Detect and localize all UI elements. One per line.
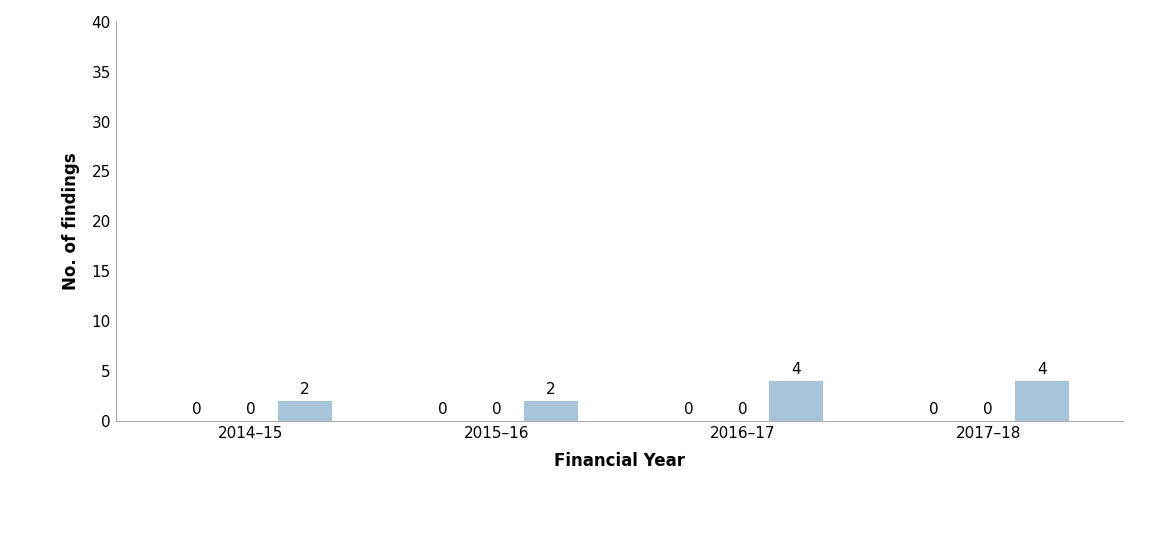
Text: 0: 0 xyxy=(738,402,747,417)
Text: 0: 0 xyxy=(492,402,501,417)
X-axis label: Financial Year: Financial Year xyxy=(554,452,686,470)
Text: 0: 0 xyxy=(683,402,694,417)
Bar xyxy=(769,381,823,421)
Text: 4: 4 xyxy=(1038,362,1047,377)
Y-axis label: No. of findings: No. of findings xyxy=(63,153,80,290)
Text: 0: 0 xyxy=(438,402,447,417)
Bar xyxy=(1016,381,1069,421)
Text: 0: 0 xyxy=(929,402,939,417)
Text: 0: 0 xyxy=(983,402,992,417)
Bar xyxy=(278,401,332,421)
Bar xyxy=(523,401,578,421)
Text: 2: 2 xyxy=(300,382,310,397)
Text: 4: 4 xyxy=(792,362,801,377)
Text: 0: 0 xyxy=(247,402,256,417)
Text: 0: 0 xyxy=(192,402,201,417)
Text: 2: 2 xyxy=(545,382,556,397)
